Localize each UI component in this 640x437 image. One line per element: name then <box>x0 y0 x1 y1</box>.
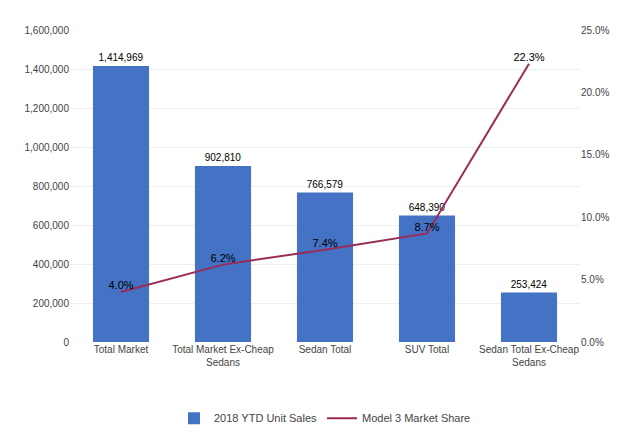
svg-text:20.0%: 20.0% <box>581 87 609 98</box>
svg-text:1,000,000: 1,000,000 <box>25 142 70 153</box>
svg-text:800,000: 800,000 <box>33 181 70 192</box>
svg-text:400,000: 400,000 <box>33 259 70 270</box>
svg-text:200,000: 200,000 <box>33 298 70 309</box>
svg-text:1,414,969: 1,414,969 <box>99 52 144 63</box>
svg-text:766,579: 766,579 <box>307 179 344 190</box>
svg-text:0.0%: 0.0% <box>581 337 604 348</box>
svg-text:5.0%: 5.0% <box>581 274 604 285</box>
svg-text:0: 0 <box>63 337 69 348</box>
svg-text:600,000: 600,000 <box>33 220 70 231</box>
svg-text:1,400,000: 1,400,000 <box>25 64 70 75</box>
svg-text:15.0%: 15.0% <box>581 149 609 160</box>
svg-text:7.4%: 7.4% <box>312 237 337 249</box>
svg-text:902,810: 902,810 <box>205 152 242 163</box>
svg-text:10.0%: 10.0% <box>581 212 609 223</box>
svg-text:8.7%: 8.7% <box>414 221 439 233</box>
svg-text:25.0%: 25.0% <box>581 25 609 36</box>
svg-text:Sedan Total Ex-CheapSedans: Sedan Total Ex-CheapSedans <box>479 344 579 368</box>
svg-text:6.2%: 6.2% <box>210 252 235 264</box>
svg-text:1,200,000: 1,200,000 <box>25 103 70 114</box>
svg-text:648,390: 648,390 <box>409 202 446 213</box>
svg-text:253,424: 253,424 <box>511 279 548 290</box>
svg-text:2018 YTD Unit Sales: 2018 YTD Unit Sales <box>214 412 317 424</box>
svg-text:SUV Total: SUV Total <box>405 344 449 355</box>
svg-text:22.3%: 22.3% <box>513 51 544 63</box>
svg-text:Model 3 Market Share: Model 3 Market Share <box>362 412 470 424</box>
svg-text:Total Market: Total Market <box>94 344 149 355</box>
svg-text:Total Market Ex-CheapSedans: Total Market Ex-CheapSedans <box>172 344 274 368</box>
svg-text:Sedan Total: Sedan Total <box>299 344 352 355</box>
svg-text:1,600,000: 1,600,000 <box>25 25 70 36</box>
svg-text:4.0%: 4.0% <box>108 279 133 291</box>
